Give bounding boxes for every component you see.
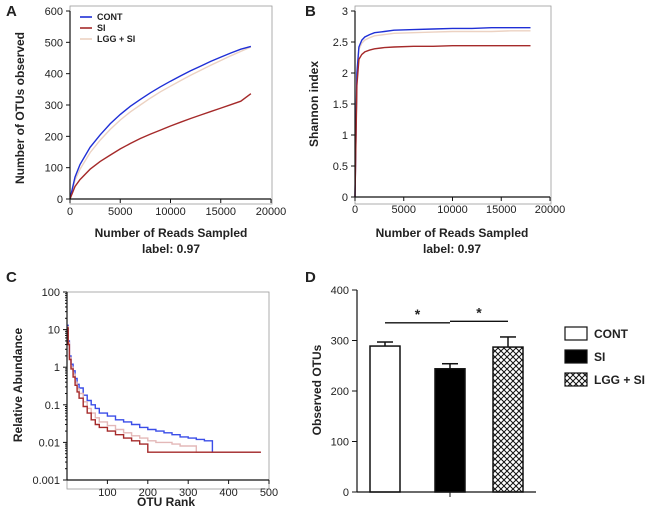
panel-b-x-tick-label: 15000 xyxy=(486,204,517,216)
panel-b-y-tick-label: 0.5 xyxy=(333,161,348,173)
panel-c-series-cont xyxy=(67,324,261,453)
legend-d-label-lgg: LGG + SI xyxy=(594,373,645,387)
panel-d-bar-si xyxy=(434,368,466,493)
panel-a-y-tick-label: 300 xyxy=(45,100,63,112)
panel-c-xlabel: OTU Rank xyxy=(137,495,195,509)
panel-c-letter: C xyxy=(6,269,17,286)
panel-b-x-tick-label: 5000 xyxy=(392,204,416,216)
panel-b-series-si xyxy=(354,45,531,198)
legend-a-label-si: SI xyxy=(97,23,106,33)
panel-c-y-tick-label: 0.001 xyxy=(32,475,60,487)
panel-b-y-tick-label: 3 xyxy=(342,6,348,18)
panel-a-x-tick-label: 0 xyxy=(67,206,73,218)
panel-c: C 100 200 300 400 500 0.001 0.01 0.1 1 10 100 OTU … xyxy=(6,269,278,509)
panel-c-ylabel: Relative Abundance xyxy=(11,328,25,443)
panel-c-x-tick-label: 200 xyxy=(139,487,157,499)
legend-d-swatch-si xyxy=(564,349,588,364)
panel-a-y-tick-label: 600 xyxy=(45,6,63,18)
panel-b-series-lgg-si xyxy=(354,30,531,198)
panel-d-y-tick-label: 0 xyxy=(343,487,349,499)
legend-d-swatch-cont xyxy=(564,326,588,341)
panel-b: B 0 5000 10000 15000 20000 0 0.5 1 1.5 2 2.5 3 Numb… xyxy=(305,3,565,256)
panel-b-letter: B xyxy=(305,3,316,20)
panel-a-series-lgg-si xyxy=(69,46,252,200)
panel-a-legend: CONT SI LGG + SI xyxy=(80,12,135,44)
panel-d-bar-lgg-si xyxy=(492,346,524,493)
panel-d-letter: D xyxy=(305,269,316,286)
panel-b-plot-frame xyxy=(354,5,552,205)
panel-d: D 0 100 200 300 400 * * Observed OTUs CONT SI … xyxy=(305,269,645,499)
panel-d-significance-2-label: * xyxy=(476,304,482,320)
panel-a-letter: A xyxy=(6,3,17,20)
panel-b-y-tick-label: 1.5 xyxy=(333,99,348,111)
panel-b-y-tick-label: 0 xyxy=(342,192,348,204)
panel-d-y-tick-label: 300 xyxy=(331,336,349,348)
panel-a-y-tick-label: 0 xyxy=(57,194,63,206)
panel-c-series-si xyxy=(67,327,261,453)
panel-a-subtitle: label: 0.97 xyxy=(142,242,200,256)
panel-b-x-tick-label: 20000 xyxy=(535,204,566,216)
legend-d-swatch-lgg xyxy=(564,372,588,387)
legend-d-label-si: SI xyxy=(594,350,605,364)
panel-d-y-tick-label: 100 xyxy=(331,437,349,449)
panel-c-plot-frame xyxy=(66,291,270,490)
panel-a-x-tick-label: 15000 xyxy=(205,206,236,218)
panel-a-x-tick-label: 5000 xyxy=(108,206,132,218)
panel-b-series-cont xyxy=(354,27,531,198)
panel-b-y-tick-label: 1 xyxy=(342,130,348,142)
panel-d-bar-cont xyxy=(369,345,401,493)
panel-c-y-tick-label: 0.1 xyxy=(45,400,60,412)
panel-d-significance-1-label: * xyxy=(415,306,421,322)
panel-c-y-tick-label: 100 xyxy=(42,287,60,299)
panel-a-ylabel: Number of OTUs observed xyxy=(13,32,27,184)
panel-b-y-tick-label: 2 xyxy=(342,68,348,80)
panel-c-y-tick-label: 10 xyxy=(48,325,60,337)
panel-b-xlabel: Number of Reads Sampled xyxy=(376,226,529,240)
panel-c-y-tick-label: 1 xyxy=(54,362,60,374)
panel-d-legend: CONT SI LGG + SI xyxy=(564,326,645,387)
panel-a-x-tick-label: 10000 xyxy=(155,206,186,218)
panel-a: A 0 5000 10000 15000 20000 0 100 200 300 400 500 60… xyxy=(6,3,286,256)
panel-c-y-tick-label: 0.01 xyxy=(39,437,60,449)
panel-d-ylabel: Observed OTUs xyxy=(310,344,324,435)
panel-c-x-tick-label: 100 xyxy=(98,487,116,499)
panel-b-ylabel: Shannon index xyxy=(307,61,321,147)
panel-a-y-tick-label: 400 xyxy=(45,69,63,81)
panel-a-series-cont xyxy=(69,45,252,200)
panel-a-y-tick-label: 500 xyxy=(45,37,63,49)
panel-a-x-tick-label: 20000 xyxy=(256,206,287,218)
panel-b-x-tick-label: 0 xyxy=(352,204,358,216)
panel-d-y-tick-label: 400 xyxy=(331,285,349,297)
panel-a-y-tick-label: 200 xyxy=(45,131,63,143)
panel-c-x-tick-label: 500 xyxy=(260,487,278,499)
panel-b-y-tick-label: 2.5 xyxy=(333,37,348,49)
panel-c-x-tick-label: 300 xyxy=(179,487,197,499)
panel-a-xlabel: Number of Reads Sampled xyxy=(95,226,248,240)
panel-c-x-tick-label: 400 xyxy=(219,487,237,499)
panel-b-x-tick-label: 10000 xyxy=(437,204,468,216)
panel-a-series-si xyxy=(69,93,252,200)
legend-a-label-cont: CONT xyxy=(97,12,123,22)
legend-d-label-cont: CONT xyxy=(594,327,629,341)
panel-b-subtitle: label: 0.97 xyxy=(423,242,481,256)
panel-a-y-tick-label: 100 xyxy=(45,163,63,175)
legend-a-label-lgg: LGG + SI xyxy=(97,34,135,44)
panel-d-y-tick-label: 200 xyxy=(331,386,349,398)
